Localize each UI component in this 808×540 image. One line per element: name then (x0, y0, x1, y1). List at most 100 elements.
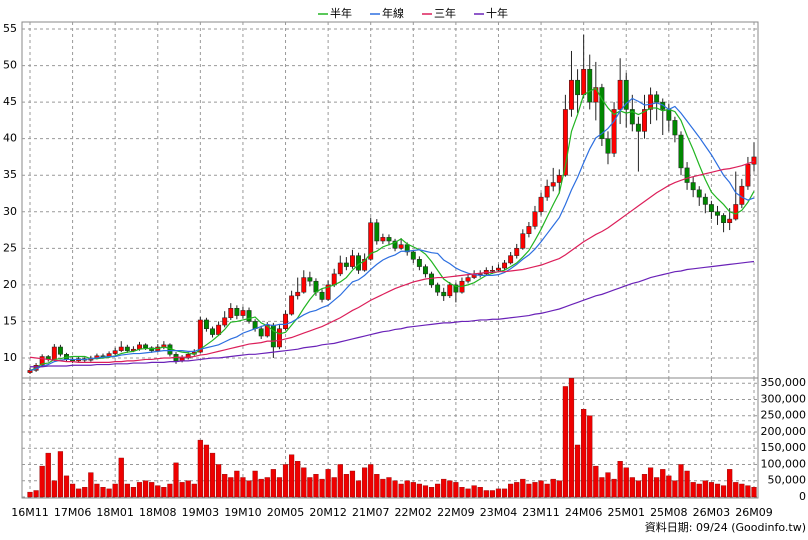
volume-bar (428, 487, 435, 498)
candle-body (581, 68, 587, 96)
volume-bar (672, 480, 678, 498)
candle-body (350, 255, 355, 267)
candle-body (307, 277, 313, 282)
candle-body (276, 328, 282, 348)
x-tick-label: 22M09 (437, 506, 475, 519)
candle-body (228, 308, 234, 319)
volume-bar (520, 478, 526, 498)
candle-body (672, 120, 678, 136)
volume-bar (635, 480, 642, 498)
y-tick-label: 45 (3, 95, 17, 108)
volume-bar (301, 467, 307, 498)
volume-bar (234, 470, 240, 498)
candle-body (51, 346, 57, 360)
volume-bar (161, 487, 167, 498)
y-tick-label: 55 (3, 22, 17, 35)
candle-body (532, 211, 538, 227)
candle-body (453, 284, 459, 293)
volume-tick-label: 200,000 (761, 425, 807, 438)
candle-body (496, 267, 501, 271)
candle-body (404, 244, 410, 253)
x-tick-label: 19M03 (182, 506, 220, 519)
volume-bar (124, 483, 130, 498)
volume-bar (380, 478, 386, 498)
candle-body (362, 259, 368, 271)
volume-bar (654, 477, 660, 498)
candle-body (642, 109, 647, 132)
volume-bar (203, 444, 210, 498)
x-tick-label: 16M11 (11, 506, 49, 519)
volume-bar (453, 482, 459, 498)
volume-bar (45, 452, 51, 498)
volume-tick-label: 150,000 (761, 441, 807, 454)
volume-bar (538, 480, 544, 498)
volume-bar (392, 480, 398, 498)
volume-tick-label: 100,000 (761, 457, 807, 470)
volume-bar (514, 482, 520, 498)
candle-body (301, 277, 307, 293)
candle-body (508, 255, 514, 264)
volume-bar (441, 478, 447, 498)
volume-tick-label: 300,000 (761, 392, 807, 405)
y-tick-label: 20 (3, 278, 17, 291)
x-tick-label: 21M07 (352, 506, 390, 519)
volume-bar (82, 487, 88, 498)
volume-bar (252, 470, 258, 498)
candle-body (520, 233, 526, 249)
candle-body (702, 196, 708, 205)
x-tick-label: 25M08 (650, 506, 688, 519)
volume-bar (641, 474, 648, 498)
candle-body (185, 354, 191, 359)
volume-bar (222, 474, 228, 498)
candle-body (429, 273, 434, 286)
volume-bar (666, 475, 672, 498)
volume-bar (550, 478, 556, 498)
volume-bar (739, 483, 745, 498)
volume-bar (556, 480, 562, 498)
volume-bar (343, 474, 349, 498)
volume-bar (708, 482, 715, 498)
volume-bar (331, 477, 337, 498)
volume-bar (270, 469, 276, 498)
volume-bar (57, 451, 64, 498)
candle-body (380, 237, 386, 242)
y-tick-label: 50 (3, 59, 17, 72)
candle-body (234, 308, 240, 316)
candle-body (283, 313, 288, 329)
volume-bar (410, 482, 416, 498)
y-tick-label: 30 (3, 205, 17, 218)
candle-body (222, 317, 228, 326)
volume-bar (416, 483, 422, 498)
candle-body (423, 266, 428, 275)
volume-bar (568, 378, 575, 498)
volume-bar (106, 488, 112, 498)
volume-bar (471, 485, 477, 498)
volume-bar (435, 483, 441, 498)
y-tick-label: 40 (3, 132, 17, 145)
volume-bar (599, 477, 605, 498)
volume-bar (27, 491, 33, 498)
volume-bar (459, 487, 465, 498)
volume-bar (727, 469, 733, 498)
volume-bar (489, 490, 495, 498)
volume-bar (660, 469, 666, 498)
volume-bar (191, 483, 197, 498)
volume-bar (216, 464, 222, 498)
candle-body (684, 167, 690, 183)
volume-bar (39, 465, 45, 498)
volume-bar (112, 483, 118, 498)
volume-bar (149, 482, 155, 498)
volume-bar (581, 409, 587, 498)
candle-body (562, 109, 568, 176)
candle-body (465, 277, 471, 282)
volume-bar (63, 475, 70, 498)
volume-bar (118, 457, 124, 498)
x-tick-label: 18M01 (96, 506, 134, 519)
volume-bar (647, 467, 654, 498)
candle-body (435, 284, 441, 293)
candle-body (441, 291, 447, 297)
x-tick-label: 23M04 (480, 506, 518, 519)
candle-body (416, 259, 422, 267)
candle-body (447, 284, 453, 297)
moving-average-line (29, 87, 755, 371)
